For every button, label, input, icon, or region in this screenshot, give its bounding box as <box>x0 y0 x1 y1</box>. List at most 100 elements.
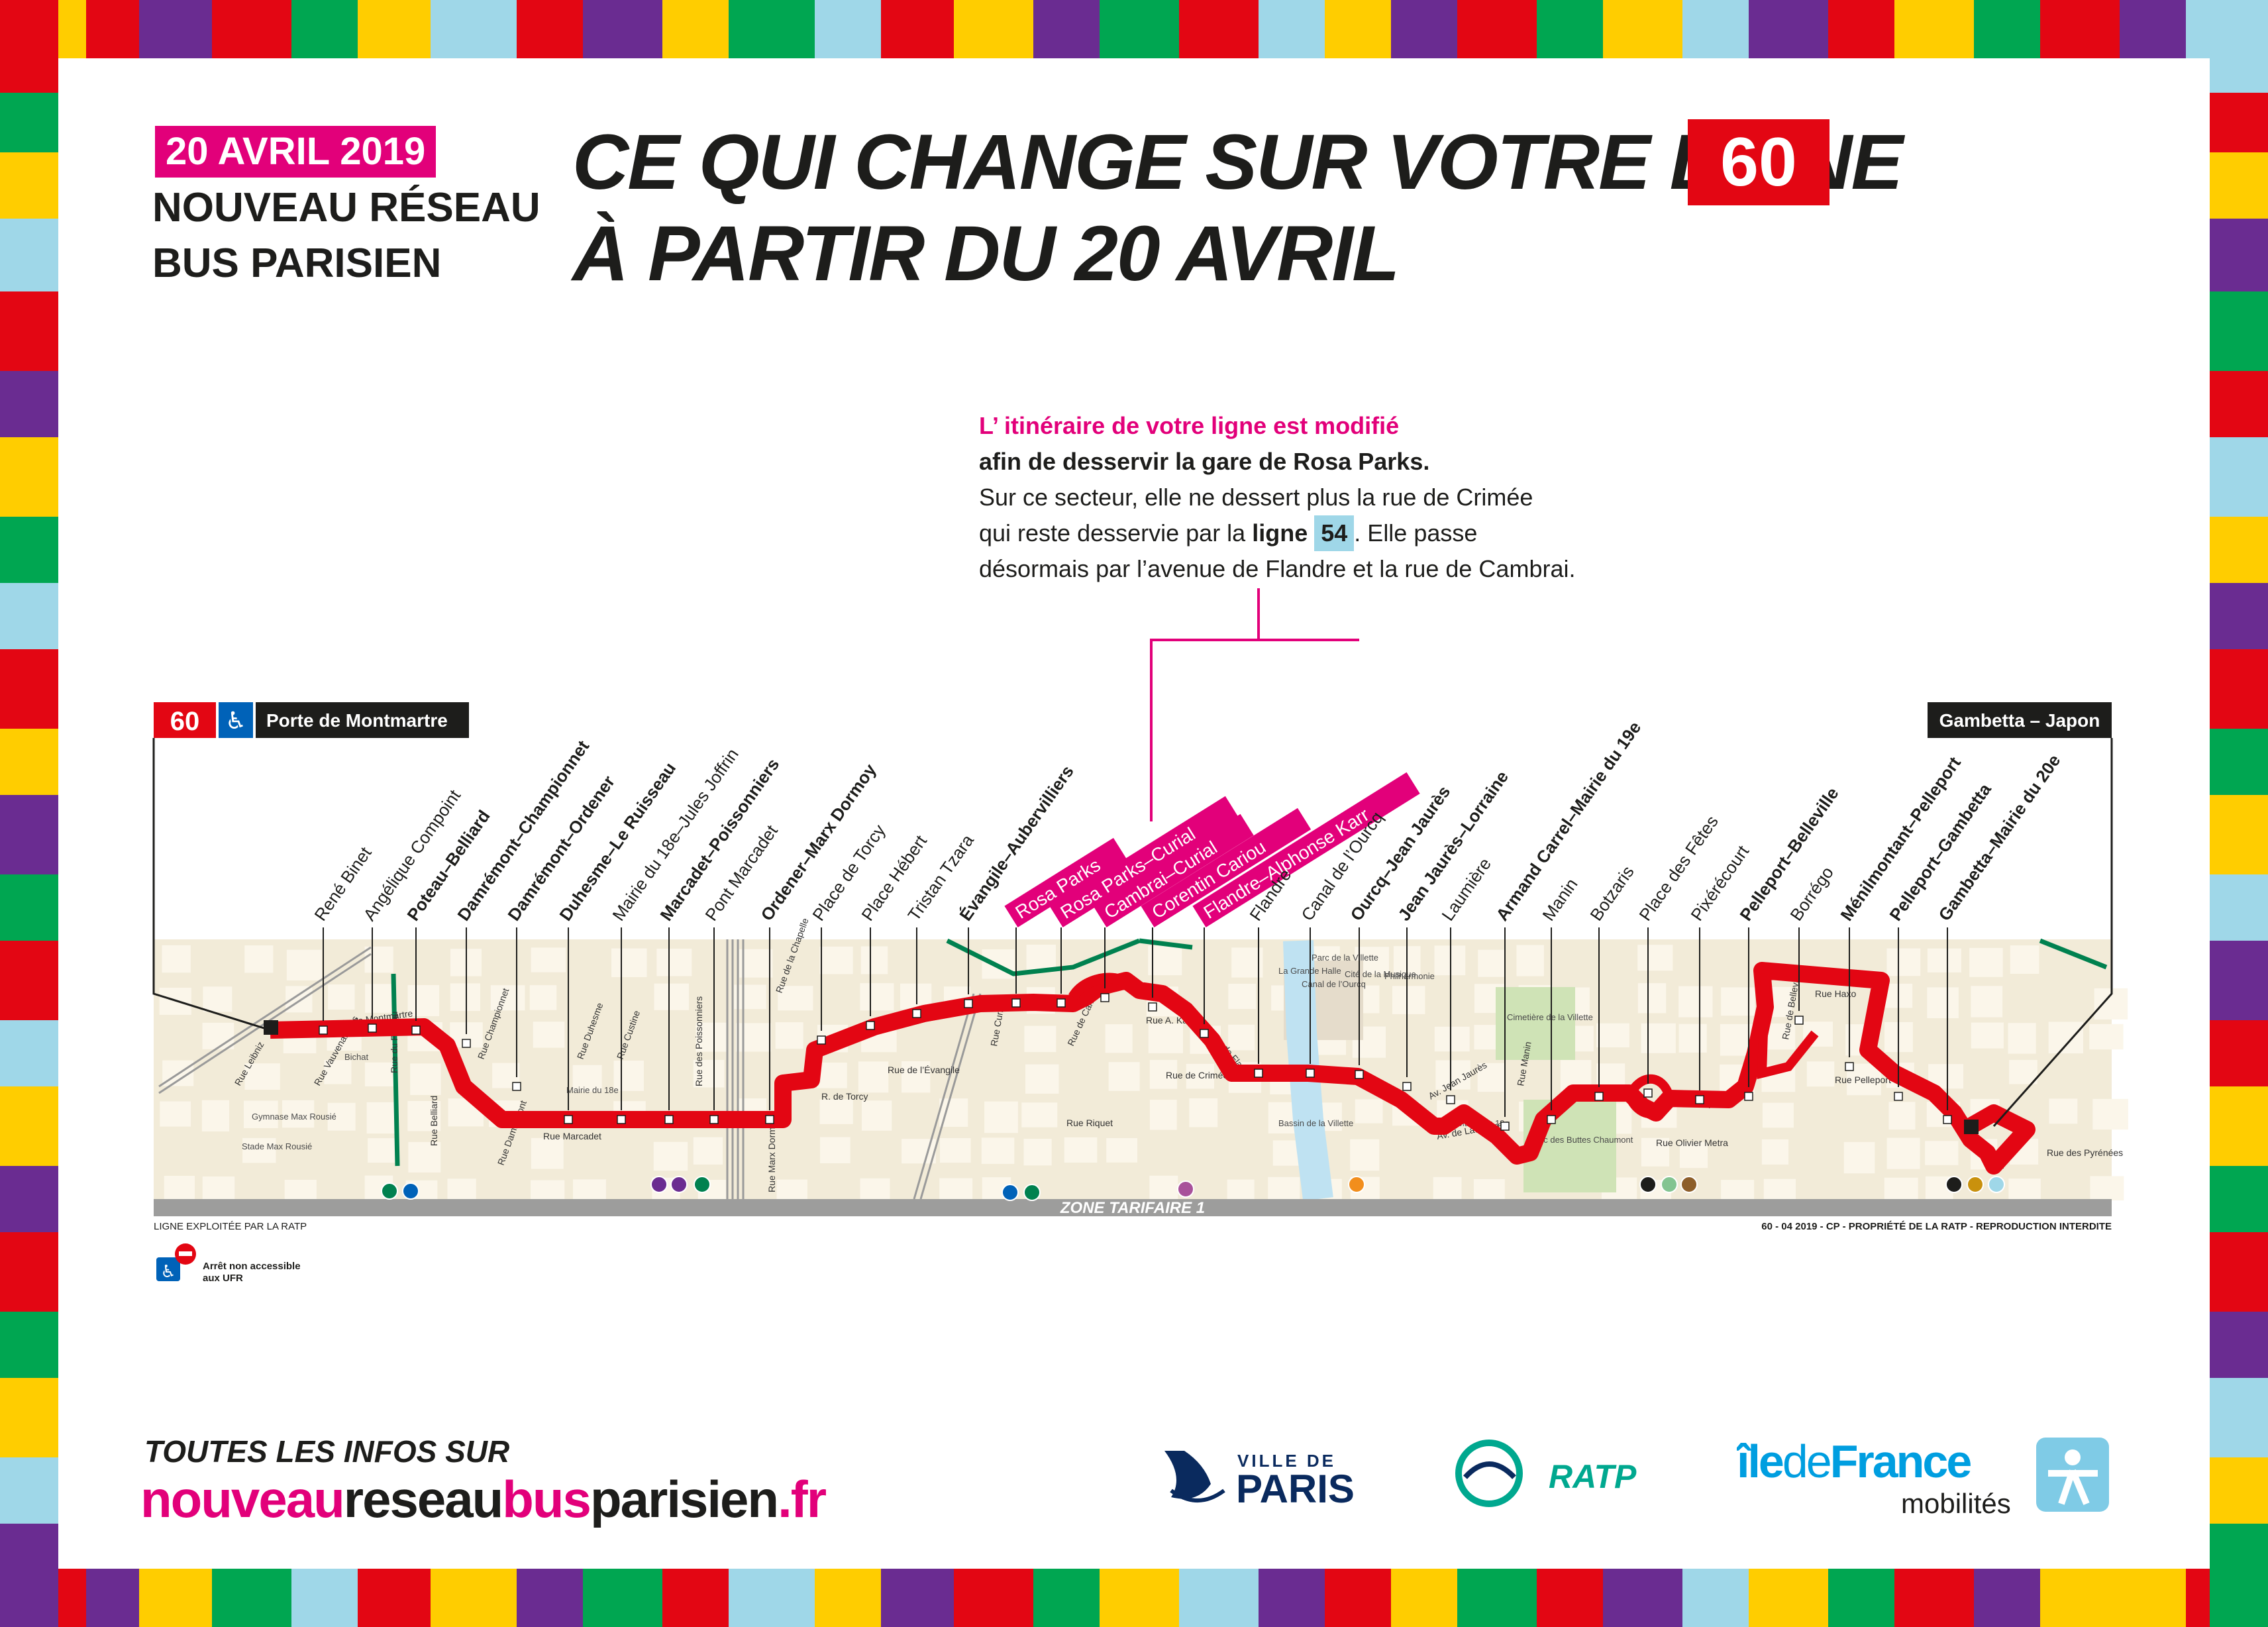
legend-accessible-icon <box>156 1257 180 1281</box>
start-terminus-marker <box>264 1020 278 1035</box>
border-segment <box>2210 795 2268 874</box>
border-segment <box>1828 0 1894 58</box>
stop-marker <box>1306 1069 1315 1078</box>
city-block <box>364 1062 395 1086</box>
legend-label: aux UFR <box>203 1273 243 1284</box>
stop-marker <box>411 1025 421 1035</box>
border-segment <box>1682 1569 1749 1627</box>
city-block <box>1105 1024 1133 1053</box>
border-segment <box>517 1569 583 1627</box>
stop-name: Borrégo <box>1786 863 1837 924</box>
city-block <box>2010 945 2039 974</box>
border-segment <box>2210 729 2268 795</box>
place-label: Parc de la Villette <box>1312 953 1378 963</box>
border-segment <box>2210 517 2268 583</box>
border-segment <box>1179 0 1259 58</box>
border-segment <box>815 1569 881 1627</box>
city-block <box>1641 1023 1676 1053</box>
stop-marker <box>1100 993 1109 1002</box>
ratp-river-icon <box>1463 1461 1516 1479</box>
bus-route-line <box>270 962 2036 1175</box>
border-segment <box>0 219 58 291</box>
tram-line-segment <box>1139 938 1193 950</box>
city-block <box>860 946 888 974</box>
stop-marker <box>1695 1095 1704 1104</box>
border-segment <box>86 0 139 58</box>
street-label: Rue Marx Dormoy <box>766 1117 777 1192</box>
wheelchair-icon: ♿ <box>160 1262 176 1282</box>
ville-de-paris-logo: VILLE DE PARIS <box>1164 1451 1355 1510</box>
network-website-link[interactable]: nouveaureseaubusparisien.fr <box>140 1469 827 1530</box>
notice-subheadline: afin de desservir la gare de Rosa Parks. <box>979 448 1430 475</box>
stop-marker <box>912 1009 921 1018</box>
stop-marker <box>1894 1092 1903 1101</box>
start-terminus-leader <box>152 738 271 1031</box>
metro-station-icon <box>1023 1184 1041 1201</box>
city-block <box>1641 1137 1669 1167</box>
border-segment <box>431 0 517 58</box>
date-badge: 20 AVRIL 2019 <box>155 126 437 178</box>
city-block <box>1434 1026 1470 1052</box>
city-block <box>1969 947 2003 977</box>
city-block <box>365 984 392 1013</box>
url-part: .fr <box>778 1470 827 1528</box>
metro-station-icon <box>694 1176 711 1193</box>
border-segment <box>2120 0 2186 58</box>
stop-marker <box>765 1115 774 1124</box>
city-block <box>816 1062 847 1088</box>
city-block <box>939 1098 968 1127</box>
page-title: CE QUI CHANGE SUR VOTRE LIGNE À PARTIR D… <box>572 117 1903 299</box>
border-segment <box>2210 1166 2268 1232</box>
border-segment <box>1391 0 1457 58</box>
city-block <box>282 1100 315 1128</box>
notice-text: Sur ce secteur, elle ne dessert plus la … <box>979 484 1533 511</box>
city-block <box>1927 948 1961 972</box>
border-segment <box>2210 291 2268 371</box>
city-block <box>244 945 274 973</box>
border-segment <box>2210 649 2268 729</box>
border-segment <box>0 517 58 583</box>
border-segment <box>0 371 58 437</box>
stop-marker <box>462 1039 471 1048</box>
border-segment <box>0 795 58 874</box>
city-block <box>778 986 813 1011</box>
city-block <box>201 1100 229 1131</box>
border-segment <box>1259 1569 1325 1627</box>
metro-station-icon <box>1177 1181 1194 1198</box>
border-segment <box>212 1569 291 1627</box>
border-segment <box>2210 371 2268 437</box>
stop-marker <box>1200 1029 1209 1038</box>
city-block <box>1927 987 1959 1019</box>
notice-text: qui reste desservie par la ligne 54. Ell… <box>979 515 1575 551</box>
footer-infos-label: TOUTES LES INFOS SUR <box>144 1434 510 1469</box>
railway-tracks <box>158 939 982 1200</box>
city-block <box>1350 1139 1380 1171</box>
metro-station-icon <box>1348 1176 1365 1193</box>
idf-person-head-icon <box>2065 1449 2081 1465</box>
city-block <box>286 949 322 981</box>
city-block <box>1228 983 1256 1010</box>
border-segment <box>2210 1020 2268 1086</box>
metro-station-icon <box>1639 1176 1657 1193</box>
city-block <box>1971 1022 2004 1049</box>
subtitle-line: NOUVEAU RÉSEAU <box>152 185 541 231</box>
city-block <box>368 1138 398 1163</box>
stop-marker <box>1500 1122 1510 1131</box>
border-segment <box>954 0 1033 58</box>
city-block <box>693 1060 725 1088</box>
stop-marker <box>319 1025 328 1035</box>
border-segment <box>0 1524 58 1627</box>
city-block <box>1721 987 1755 1016</box>
border-segment <box>2210 152 2268 219</box>
city-block <box>2090 1176 2124 1201</box>
border-segment <box>1100 1569 1179 1627</box>
border-segment <box>431 1569 517 1627</box>
operator-note: LIGNE EXPLOITÉE PAR LA RATP <box>154 1221 307 1232</box>
border-segment <box>2210 0 2268 93</box>
border-segment <box>358 0 431 58</box>
city-block <box>775 1022 803 1049</box>
border-segment <box>2210 583 2268 649</box>
city-block <box>1596 1023 1629 1047</box>
city-block <box>2008 1023 2036 1054</box>
start-terminus-label: Porte de Montmartre <box>266 710 448 731</box>
